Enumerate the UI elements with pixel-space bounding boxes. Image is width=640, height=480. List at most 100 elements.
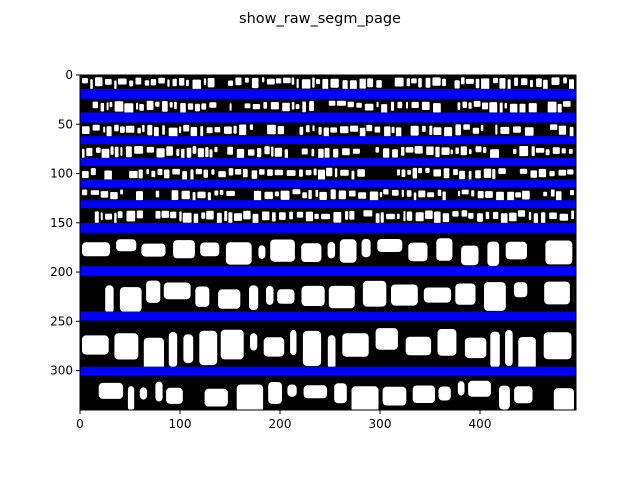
- ink-stroke: [471, 190, 475, 197]
- ink-stroke: [380, 212, 384, 223]
- ink-stroke: [499, 78, 506, 89]
- ink-stroke: [545, 149, 550, 156]
- ink-stroke: [106, 102, 109, 111]
- ink-stroke: [499, 385, 510, 410]
- x-tick-label: 300: [369, 417, 392, 431]
- ink-stroke: [282, 102, 290, 112]
- ink-stroke: [442, 78, 446, 87]
- ink-stroke: [500, 126, 510, 134]
- ink-stroke: [450, 149, 453, 155]
- ink-stroke: [452, 211, 459, 217]
- ink-stroke: [249, 285, 259, 310]
- ink-stroke: [105, 285, 114, 314]
- ink-stroke: [339, 239, 357, 263]
- ink-stroke: [468, 102, 472, 109]
- ink-stroke: [224, 126, 232, 134]
- ink-stroke: [513, 148, 517, 154]
- ink-stroke: [415, 212, 424, 222]
- ink-stroke: [376, 80, 382, 88]
- ink-stroke: [207, 78, 215, 88]
- ink-stroke: [357, 169, 365, 177]
- ink-stroke: [219, 190, 224, 195]
- ink-stroke: [129, 80, 134, 87]
- ink-stroke: [228, 80, 234, 86]
- ink-stroke: [375, 213, 380, 225]
- ink-stroke: [475, 146, 482, 153]
- ink-stroke: [492, 169, 496, 180]
- ink-stroke: [438, 386, 451, 401]
- ink-stroke: [127, 386, 135, 411]
- ink-stroke: [394, 77, 404, 87]
- ink-stroke: [272, 212, 276, 222]
- ink-stroke: [533, 213, 538, 224]
- ink-stroke: [461, 210, 468, 217]
- ink-stroke: [522, 190, 530, 200]
- segment-separator: [80, 136, 576, 144]
- ink-stroke: [485, 211, 490, 220]
- ink-stroke: [305, 211, 313, 222]
- ink-stroke: [181, 190, 190, 200]
- ink-stroke: [412, 167, 417, 179]
- ink-stroke: [274, 147, 283, 157]
- ink-stroke: [543, 191, 548, 197]
- ink-stroke: [292, 189, 301, 195]
- ink-stroke: [475, 170, 481, 179]
- ink-stroke: [441, 147, 450, 155]
- ink-stroke: [374, 126, 381, 133]
- ink-stroke: [161, 210, 170, 218]
- ink-stroke: [162, 101, 168, 112]
- ink-stroke: [179, 211, 182, 222]
- ink-stroke: [124, 103, 134, 114]
- ink-stroke: [270, 102, 279, 110]
- ink-stroke: [461, 77, 465, 85]
- ink-stroke: [248, 149, 255, 156]
- ink-stroke: [469, 149, 472, 155]
- ink-stroke: [236, 148, 245, 159]
- ink-stroke: [100, 103, 105, 112]
- ink-stroke: [90, 79, 93, 90]
- ink-stroke: [342, 148, 350, 156]
- ink-stroke: [426, 146, 434, 155]
- ink-stroke: [330, 78, 339, 88]
- ink-stroke: [201, 103, 207, 110]
- ink-stroke: [151, 170, 156, 178]
- ink-stroke: [136, 102, 139, 110]
- ink-stroke: [558, 125, 567, 135]
- ink-stroke: [236, 384, 264, 412]
- ink-stroke: [443, 168, 450, 179]
- ink-stroke: [473, 101, 481, 107]
- ink-stroke: [114, 124, 119, 132]
- ink-stroke: [487, 241, 500, 267]
- ink-stroke: [468, 170, 472, 181]
- ink-stroke: [299, 126, 304, 135]
- ink-stroke: [433, 127, 442, 135]
- ink-stroke: [136, 210, 143, 219]
- ink-stroke: [333, 148, 339, 158]
- ink-stroke: [291, 102, 295, 110]
- ink-stroke: [383, 189, 389, 195]
- ink-stroke: [514, 386, 533, 404]
- ink-stroke: [164, 169, 170, 179]
- ink-stroke: [290, 329, 297, 356]
- ink-stroke: [509, 212, 517, 222]
- ink-stroke: [493, 77, 498, 84]
- ink-stroke: [308, 190, 312, 199]
- ink-stroke: [569, 126, 574, 137]
- ink-stroke: [257, 148, 262, 158]
- ink-stroke: [563, 77, 567, 84]
- ink-stroke: [544, 281, 570, 305]
- ink-stroke: [180, 103, 186, 114]
- ink-stroke: [267, 169, 273, 176]
- segment-separator: [80, 179, 576, 188]
- ink-stroke: [433, 169, 441, 177]
- ink-stroke: [359, 78, 366, 89]
- ink-stroke: [200, 126, 204, 137]
- ink-stroke: [349, 190, 356, 197]
- ink-stroke: [411, 78, 417, 84]
- ink-stroke: [334, 383, 347, 404]
- ink-stroke: [550, 124, 558, 130]
- ink-stroke: [203, 78, 207, 86]
- ink-stroke: [406, 190, 412, 197]
- ink-stroke: [207, 192, 211, 203]
- ink-stroke: [216, 212, 222, 224]
